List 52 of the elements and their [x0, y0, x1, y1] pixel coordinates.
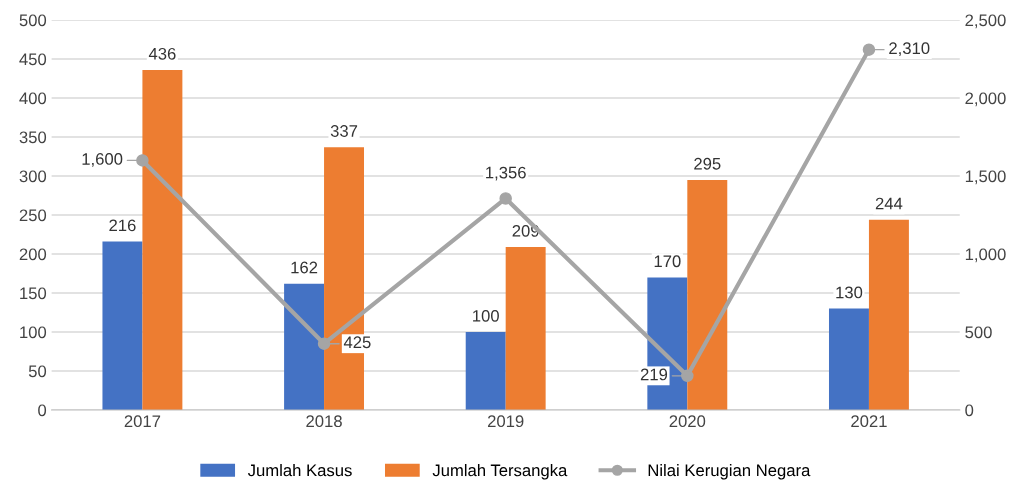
point: [862, 43, 876, 56]
bar: [505, 246, 546, 410]
y2-tick-label: 2,500: [965, 14, 1006, 29]
legend-label: Nilai Kerugian Negara: [648, 464, 811, 480]
point: [499, 192, 512, 205]
data-label: 130: [836, 286, 863, 299]
y2-tick-label: 1,000: [965, 248, 1006, 263]
y2-tick-label: 500: [965, 326, 992, 339]
data-label: 170: [654, 255, 681, 268]
bar: [284, 283, 325, 410]
y-tick-label: 250: [19, 209, 47, 222]
data-label: 219: [640, 368, 668, 381]
legend-label: Jumlah Kasus: [247, 464, 352, 477]
y-tick-label: 0: [38, 404, 47, 417]
point: [317, 337, 331, 350]
point: [136, 154, 149, 167]
y-tick-label: 150: [20, 287, 47, 300]
data-label: 436: [148, 47, 176, 60]
bar: [828, 308, 869, 410]
bar: [687, 179, 728, 410]
data-label: 162: [291, 261, 318, 274]
y-tick-label: 50: [28, 365, 47, 378]
data-label: 337: [330, 125, 358, 137]
y-tick-label: 300: [19, 170, 47, 183]
x-tick-label: 2021: [851, 415, 887, 428]
y-tick-label: 100: [20, 326, 47, 339]
bar: [142, 69, 183, 410]
y-tick-label: 500: [19, 14, 47, 27]
legend-label: Jumlah Tersangka: [432, 464, 568, 480]
data-label: 425: [343, 336, 371, 349]
x-tick-label: 2017: [124, 415, 161, 428]
data-label: 244: [875, 197, 903, 210]
data-label: 1,600: [82, 153, 123, 167]
data-label: 100: [473, 309, 499, 322]
y2-tick-label: 0: [965, 404, 974, 417]
y2-tick-label: 1,500: [965, 170, 1006, 185]
y2-tick-label: 2,000: [965, 92, 1006, 107]
data-label: 216: [109, 219, 136, 232]
y-tick-label: 200: [19, 248, 47, 261]
data-label: 2,310: [889, 42, 930, 57]
point: [681, 369, 694, 383]
data-label: 1,356: [486, 166, 526, 181]
data-label: 295: [694, 157, 721, 170]
bar: [868, 219, 909, 410]
y-tick-label: 450: [19, 53, 47, 66]
x-tick-label: 2019: [487, 415, 524, 428]
y-tick-label: 350: [19, 131, 47, 144]
x-tick-label: 2018: [306, 415, 342, 428]
bar: [102, 241, 143, 410]
x-tick-label: 2020: [669, 415, 706, 428]
y-tick-label: 400: [19, 92, 47, 105]
bar: [465, 332, 506, 410]
